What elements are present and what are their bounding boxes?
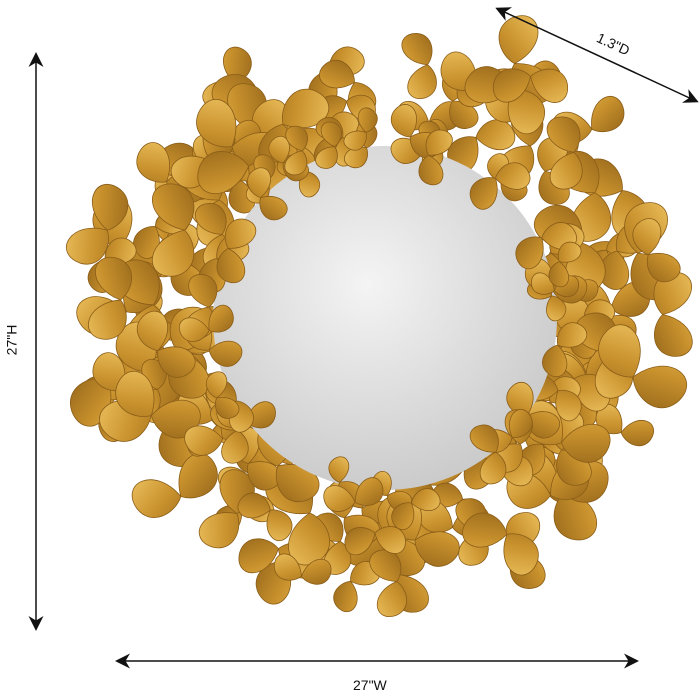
butterfly-leaf bbox=[88, 256, 133, 340]
butterfly-leaf bbox=[548, 241, 582, 288]
butterfly-leaf bbox=[115, 370, 201, 439]
mirror-glass bbox=[213, 146, 557, 490]
butterfly-leaf bbox=[418, 129, 453, 186]
butterfly-leaf bbox=[469, 424, 507, 485]
butterfly-leaf bbox=[401, 33, 437, 100]
butterfly-leaf bbox=[371, 470, 412, 512]
butterfly-leaf bbox=[344, 526, 406, 556]
butterfly-leaf bbox=[216, 218, 257, 284]
butterfly-leaf bbox=[151, 183, 195, 277]
butterfly-leaf bbox=[323, 477, 384, 512]
butterfly-leaf bbox=[205, 371, 240, 419]
butterfly-leaf bbox=[247, 167, 288, 221]
butterfly-leaf bbox=[542, 322, 588, 378]
width-label: 27"W bbox=[353, 677, 387, 693]
butterfly-leaf bbox=[284, 126, 308, 176]
butterfly-leaf bbox=[343, 107, 378, 151]
height-label: 27"H bbox=[3, 324, 20, 356]
butterfly-leaf bbox=[469, 162, 531, 210]
butterfly-leaf bbox=[462, 512, 539, 576]
butterfly-leaf bbox=[598, 324, 688, 409]
butterfly-leaf bbox=[391, 488, 441, 531]
butterfly-leaf bbox=[273, 553, 332, 585]
butterfly-leaf bbox=[653, 272, 693, 357]
butterfly-leaf bbox=[198, 469, 255, 549]
butterfly-leaf bbox=[546, 116, 583, 190]
butterfly-leaf bbox=[369, 549, 407, 617]
depth-arrow bbox=[495, 7, 699, 103]
butterfly-leaf bbox=[315, 121, 342, 169]
butterfly-leaf bbox=[136, 310, 196, 378]
butterfly-leaf bbox=[66, 183, 129, 265]
butterfly-leaf bbox=[179, 304, 234, 342]
butterfly-leaf bbox=[237, 492, 293, 541]
butterfly-leaf bbox=[632, 218, 681, 283]
